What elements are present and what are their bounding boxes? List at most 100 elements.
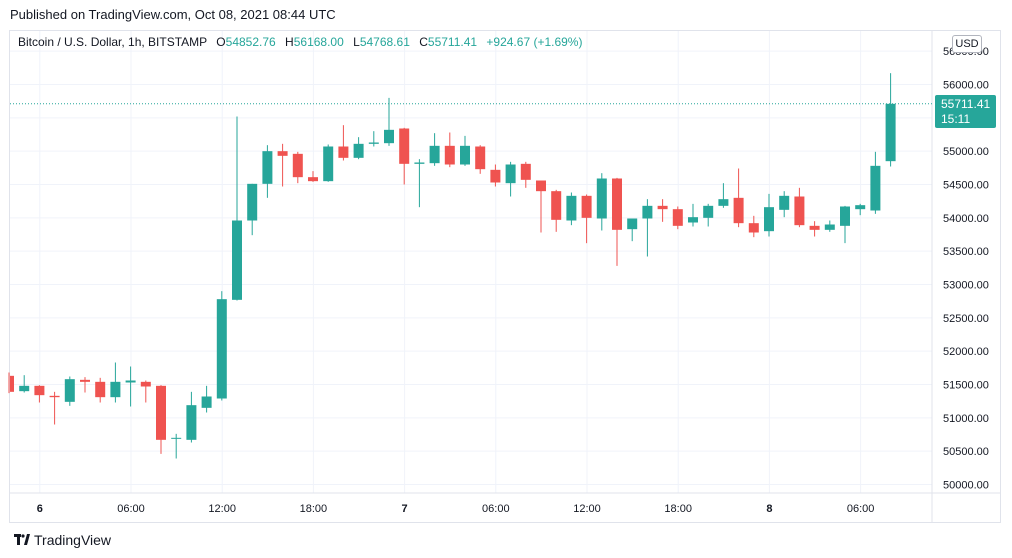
candle-body xyxy=(596,178,607,219)
candle-body xyxy=(718,199,729,206)
candle-body xyxy=(536,180,546,192)
candle xyxy=(596,173,607,231)
candle xyxy=(764,193,774,237)
time-tick-label: 06:00 xyxy=(847,503,875,515)
candle-body xyxy=(247,183,258,221)
candle-body xyxy=(429,145,440,164)
candle xyxy=(49,391,60,425)
candle-body xyxy=(733,197,744,224)
candle xyxy=(201,385,212,413)
currency-badge[interactable]: USD xyxy=(952,35,982,53)
footer: TradingView xyxy=(14,532,111,548)
candle-body xyxy=(581,195,592,218)
candle-body xyxy=(399,128,410,164)
candle-body xyxy=(520,163,531,180)
candle-body xyxy=(292,153,303,178)
candle-body xyxy=(824,224,835,230)
candle-body xyxy=(277,151,288,156)
time-tick-label: 6 xyxy=(37,503,43,515)
open-value: 54852.76 xyxy=(225,35,276,49)
candle-body xyxy=(10,375,14,392)
candle-body xyxy=(125,380,136,383)
grid xyxy=(10,31,932,493)
candle-body xyxy=(201,396,212,408)
candle xyxy=(444,132,455,168)
candle xyxy=(186,391,197,443)
candle xyxy=(384,97,394,146)
candle-body xyxy=(551,191,562,220)
candle-body xyxy=(49,395,60,398)
candle xyxy=(399,127,410,185)
legend-bar: Bitcoin / U.S. Dollar, 1h, BITSTAMP O548… xyxy=(18,35,582,49)
candle-body xyxy=(764,207,774,232)
time-tick-label: 7 xyxy=(402,503,408,515)
price-tick-label: 50500.00 xyxy=(943,446,989,458)
candle xyxy=(460,135,470,166)
candle-body xyxy=(490,169,501,183)
last-price-value: 55711.41 xyxy=(941,97,991,111)
high-label: H xyxy=(285,35,294,49)
candle xyxy=(703,203,714,227)
candle-body xyxy=(840,206,850,226)
price-tick-label: 54500.00 xyxy=(943,180,989,192)
price-tick-label: 55000.00 xyxy=(943,146,989,158)
time-tick-label: 12:00 xyxy=(208,503,236,515)
candle-body xyxy=(703,205,714,218)
candle-body xyxy=(156,385,166,440)
low-value: 54768.61 xyxy=(359,35,410,49)
price-tick-label: 51500.00 xyxy=(943,380,989,392)
candle-body xyxy=(368,142,379,144)
price-tick-label: 53500.00 xyxy=(943,246,989,258)
price-tick-label: 52500.00 xyxy=(943,313,989,325)
candle-body xyxy=(612,178,622,230)
candle-body xyxy=(505,164,516,184)
candle xyxy=(520,161,531,188)
candle-body xyxy=(627,218,638,230)
candle-body xyxy=(140,381,151,387)
price-tick-label: 53000.00 xyxy=(943,280,989,292)
candle-body xyxy=(186,405,197,440)
candle xyxy=(642,199,653,257)
candle xyxy=(855,203,866,216)
candle xyxy=(551,189,562,232)
published-caption: Published on TradingView.com, Oct 08, 20… xyxy=(10,7,336,22)
candle xyxy=(809,221,820,237)
candle-body xyxy=(885,103,896,162)
candle xyxy=(794,187,805,228)
candle xyxy=(80,377,90,393)
candle-body xyxy=(809,225,820,230)
candle xyxy=(612,177,622,266)
candle xyxy=(308,171,318,182)
candle xyxy=(95,377,106,403)
candle xyxy=(262,145,273,198)
candle-body xyxy=(414,162,425,164)
candle-body xyxy=(460,145,470,165)
candle xyxy=(247,183,258,236)
candle xyxy=(171,433,182,459)
candle xyxy=(64,376,75,406)
candle xyxy=(156,385,166,454)
close-label: C xyxy=(419,35,428,49)
candle-body xyxy=(80,379,90,382)
candle-body xyxy=(779,195,790,210)
candle xyxy=(657,199,668,222)
candle-body xyxy=(870,165,881,211)
close-value: 55711.41 xyxy=(427,35,478,49)
candle-body xyxy=(338,146,349,158)
candle-body xyxy=(672,209,683,226)
tradingview-logo-icon xyxy=(14,534,30,545)
time-tick-label: 18:00 xyxy=(300,503,328,515)
candle xyxy=(627,218,638,242)
price-tick-label: 54000.00 xyxy=(943,213,989,225)
candle-body xyxy=(353,143,364,158)
candle-body xyxy=(308,177,318,182)
price-tick-label: 52000.00 xyxy=(943,346,989,358)
candle xyxy=(870,151,881,214)
candle-body xyxy=(19,385,30,392)
brand-name: TradingView xyxy=(34,532,112,548)
price-tick-label: 51000.00 xyxy=(943,413,989,425)
candle xyxy=(277,143,288,187)
candle xyxy=(353,137,364,160)
price-tick-label: 50000.00 xyxy=(943,480,989,492)
